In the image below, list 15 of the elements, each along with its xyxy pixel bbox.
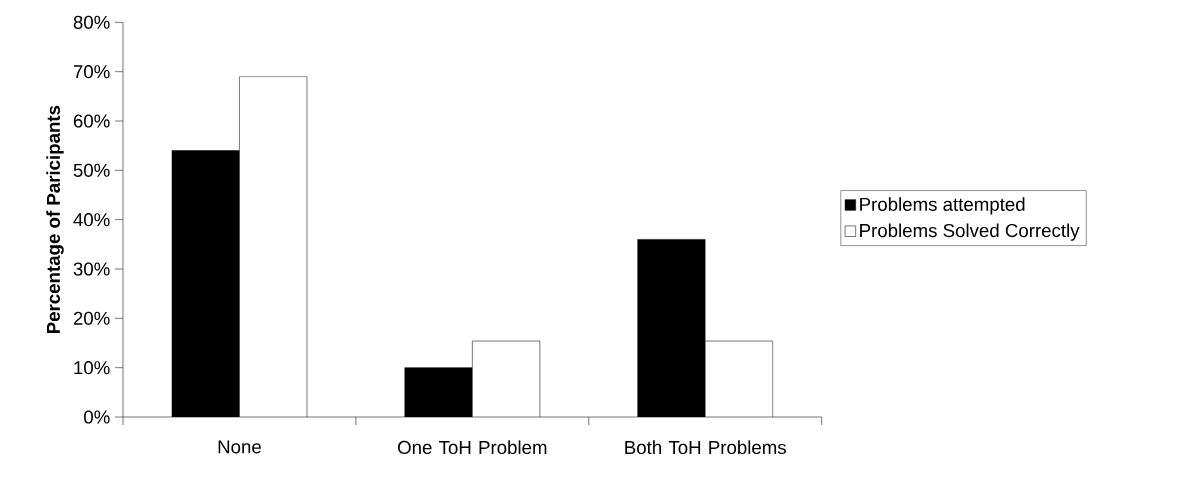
- y-tick-label: 60%: [73, 114, 110, 128]
- y-tick-label: 30%: [73, 262, 110, 276]
- y-tick-label: 80%: [73, 15, 110, 29]
- legend-label: Problems Solved Correctly: [860, 223, 1080, 241]
- y-tick-label: 0%: [84, 410, 110, 424]
- y-tick-label: 40%: [73, 213, 110, 227]
- y-tick-label: 50%: [73, 163, 110, 177]
- y-tick-label: 10%: [74, 361, 110, 375]
- x-tick-label: Both ToH Problems: [625, 440, 786, 455]
- y-axis-title: Percentage of Paricipants: [46, 105, 64, 334]
- legend-label: Problems attempted: [860, 197, 1025, 215]
- x-tick-label: One ToH Problem: [398, 440, 547, 455]
- y-tick-label: 70%: [73, 65, 110, 79]
- y-tick-label: 20%: [73, 311, 110, 325]
- x-tick-label: None: [218, 440, 261, 454]
